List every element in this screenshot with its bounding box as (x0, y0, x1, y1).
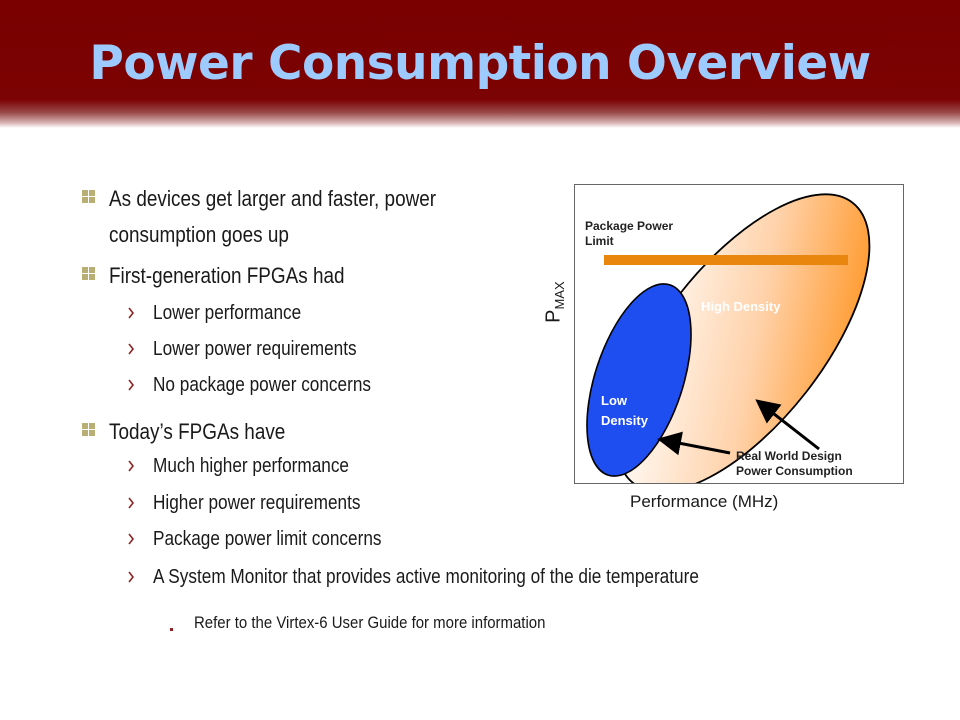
bullet-marker-icon (82, 267, 96, 281)
sub-bullet: Package power limit concerns (153, 528, 382, 550)
chevron-right-icon (128, 307, 134, 319)
diagram-graphic (586, 193, 871, 483)
chevron-right-icon (128, 533, 134, 545)
bullet-marker-icon (82, 423, 96, 437)
sub-bullet: Higher power requirements (153, 492, 361, 514)
chevron-right-icon (128, 571, 134, 583)
chevron-right-icon (128, 497, 134, 509)
package-limit-bar (604, 255, 848, 265)
header-banner (0, 0, 960, 128)
sub-sub-bullet: Refer to the Virtex-6 User Guide for mor… (194, 613, 546, 632)
page-title: Power Consumption Overview (89, 36, 871, 91)
bullet-todays-fpgas: Today’s FPGAs have (109, 419, 286, 444)
power-diagram: Package Power Limit High Density Low Densi… (574, 184, 904, 484)
high-density-label: High Density (701, 299, 781, 314)
bullet-larger-faster-cont: consumption goes up (109, 222, 289, 247)
chevron-right-icon (128, 379, 134, 391)
low-density-label: Low Density (601, 393, 648, 428)
bullet-first-generation: First-generation FPGAs had (109, 263, 345, 288)
y-axis-sub: MAX (551, 281, 567, 310)
x-axis-label: Performance (MHz) (630, 492, 779, 511)
low-density-ellipse (586, 283, 692, 477)
chevron-right-icon (128, 460, 134, 472)
y-axis-label: PMAX (542, 270, 584, 340)
real-world-label: Real World Design Power Consumption (736, 449, 853, 478)
sub-bullet: A System Monitor that provides active mo… (153, 566, 699, 588)
bullet-marker-icon (82, 190, 96, 204)
arrow-to-low-density (657, 431, 731, 456)
dot-bullet-icon (170, 628, 173, 631)
package-power-label: Package Power Limit (585, 219, 674, 248)
chevron-right-icon (128, 343, 134, 355)
bullet-larger-faster: As devices get larger and faster, power (109, 186, 437, 211)
sub-bullet: Lower performance (153, 302, 302, 324)
arrow-to-high-density (755, 399, 820, 451)
sub-bullet: No package power concerns (153, 374, 371, 396)
sub-bullet: Much higher performance (153, 455, 349, 477)
y-axis-main: P (542, 309, 565, 323)
sub-bullet: Lower power requirements (153, 338, 357, 360)
